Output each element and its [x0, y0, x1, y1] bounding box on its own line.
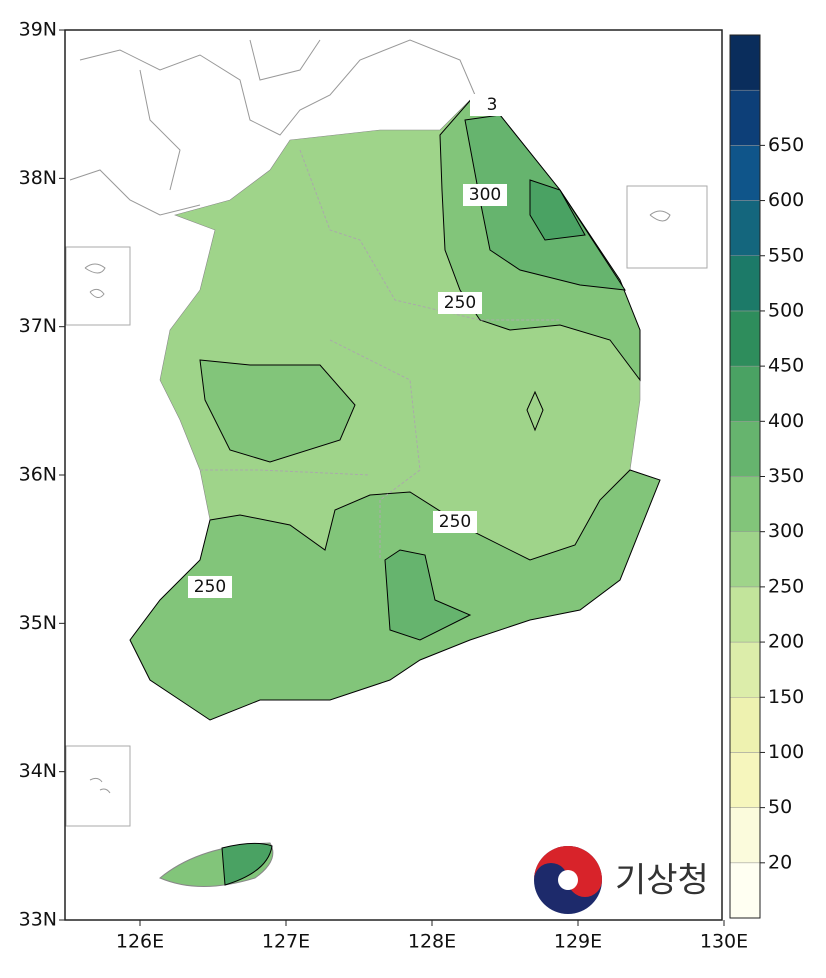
lat-tick-label: 39N	[19, 19, 57, 41]
colorbar-label: 300	[768, 520, 804, 542]
colorbar-bin	[729, 145, 761, 201]
contour-label-bg	[438, 292, 482, 314]
colorbar-bin	[729, 34, 761, 91]
colorbar-label: 200	[768, 631, 804, 653]
contour-label-bg	[433, 511, 477, 533]
insets	[65, 185, 708, 827]
lon-tick-label: 130E	[700, 931, 748, 953]
colorbar-label: 100	[768, 741, 804, 763]
borders	[69, 39, 476, 216]
region	[529, 179, 586, 241]
region	[384, 549, 472, 641]
colorbar-bin	[729, 641, 761, 698]
colorbar-label: 650	[768, 134, 804, 156]
colorbar-bin	[729, 310, 761, 367]
contour-label: 300	[469, 185, 501, 205]
colorbar-label: 550	[768, 244, 804, 266]
colorbar-label: 250	[768, 575, 804, 597]
colorbar-label: 600	[768, 189, 804, 211]
jeju-region	[221, 842, 273, 886]
contour-label: 250	[194, 577, 226, 597]
colorbar-bin	[729, 586, 761, 643]
contour-label-bg	[470, 94, 514, 116]
colorbar-frame	[729, 34, 761, 919]
contour-label-bg	[463, 184, 507, 206]
colorbar-label: 350	[768, 465, 804, 487]
lat-tick-label: 36N	[19, 464, 57, 486]
colorbar-bin	[729, 697, 761, 753]
colorbar-bin	[729, 200, 761, 256]
province-lines	[200, 149, 560, 560]
logo-symbol	[534, 846, 602, 914]
region	[199, 359, 356, 463]
colorbar-bin	[729, 421, 761, 477]
colorbar-label: 20	[768, 851, 792, 873]
region	[526, 390, 544, 432]
lat-tick-label: 33N	[19, 909, 57, 931]
colorbar-label: 500	[768, 299, 804, 321]
lon-tick-label: 129E	[554, 931, 602, 953]
colorbar-label: 50	[768, 796, 792, 818]
logo-text: 기상청	[615, 861, 709, 901]
contour-label-bg	[188, 576, 232, 598]
lon-tick-label: 128E	[408, 931, 456, 953]
lat-tick-label: 38N	[19, 167, 57, 189]
lon-tick-label: 126E	[116, 931, 164, 953]
colorbar-bin	[729, 476, 761, 532]
colorbar-bin	[729, 531, 761, 588]
contour-label: 250	[444, 293, 476, 313]
colorbar-bin	[729, 255, 761, 312]
colorbar-label: 400	[768, 410, 804, 432]
contour-label: 3	[487, 95, 498, 115]
colorbar-bin	[729, 89, 761, 146]
lat-tick-label: 37N	[19, 315, 57, 337]
colorbar-bin	[729, 752, 761, 808]
colorbar-label: 450	[768, 355, 804, 377]
lon-tick-label: 127E	[262, 931, 310, 953]
colorbar-bin	[729, 365, 761, 422]
lat-tick-label: 34N	[19, 760, 57, 782]
lat-tick-label: 35N	[19, 612, 57, 634]
colorbar-bin	[729, 807, 761, 864]
colorbar-bin	[729, 862, 761, 919]
colorbar-label: 150	[768, 686, 804, 708]
contour-label: 250	[439, 512, 471, 532]
